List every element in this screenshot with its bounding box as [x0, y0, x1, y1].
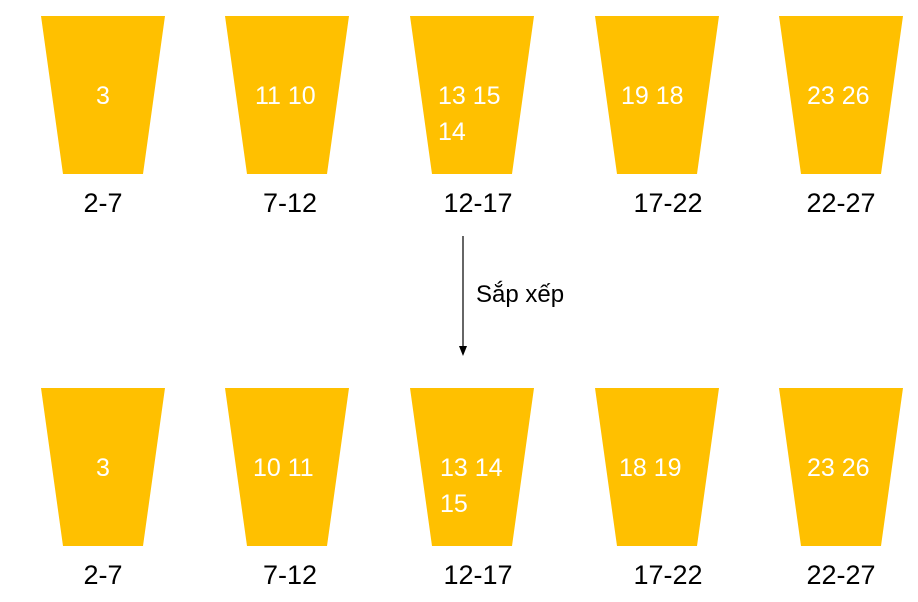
- bucket-shape: [410, 388, 534, 546]
- bucket-line: 23 26: [807, 454, 870, 482]
- bucket-shape: [410, 16, 534, 174]
- bucket-range: 22-27: [806, 188, 876, 218]
- bucket: 10 11: [225, 388, 349, 546]
- bucket-contents: 18 19: [619, 450, 705, 486]
- bucket-shape: [41, 16, 165, 174]
- bucket-line: 15: [440, 490, 468, 518]
- bucket-range: 2-7: [83, 560, 123, 590]
- bucket-range: 12-17: [443, 560, 513, 590]
- bucket: 13 14 15: [410, 388, 534, 546]
- bucket-contents: 13 14 15: [440, 450, 526, 522]
- bucket-line: 19 18: [621, 82, 684, 110]
- bucket-shape: [225, 388, 349, 546]
- bucket-line: 3: [96, 82, 110, 110]
- bucket-range: 12-17: [443, 188, 513, 218]
- bucket: 3: [41, 16, 165, 174]
- bucket-line: 23 26: [807, 82, 870, 110]
- unsorted-buckets-row: 3 2-7 11 10 7-12 13 15 14 12-17 19 18 17…: [0, 0, 918, 230]
- sorted-buckets-row: 3 2-7 10 11 7-12 13 14 15 12-17 18 19 17…: [0, 372, 918, 602]
- bucket-line: 18 19: [619, 454, 682, 482]
- bucket-line: 14: [438, 118, 466, 146]
- bucket-range: 7-12: [262, 188, 318, 218]
- bucket-shape: [41, 388, 165, 546]
- bucket-contents: 23 26: [807, 450, 893, 486]
- bucket-range: 7-12: [262, 560, 318, 590]
- bucket: 13 15 14: [410, 16, 534, 174]
- bucket-range: 17-22: [633, 560, 703, 590]
- sort-arrow-label: Sắp xếp: [476, 281, 565, 308]
- bucket-shape: [595, 388, 719, 546]
- bucket-shape: [779, 388, 903, 546]
- bucket-shape: [225, 16, 349, 174]
- bucket-line: 13 15: [438, 82, 501, 110]
- bucket-contents: 23 26: [807, 78, 893, 114]
- bucket: 3: [41, 388, 165, 546]
- bucket: 11 10: [225, 16, 349, 174]
- bucket-line: 11 10: [255, 82, 316, 110]
- bucket-contents: 19 18: [621, 78, 707, 114]
- bucket: 19 18: [595, 16, 719, 174]
- bucket-contents: 13 15 14: [438, 78, 524, 150]
- bucket-range: 17-22: [633, 188, 703, 218]
- bucket: 23 26: [779, 16, 903, 174]
- bucket-contents: 11 10: [255, 78, 341, 114]
- bucket-line: 10 11: [253, 454, 314, 482]
- bucket-range: 2-7: [83, 188, 123, 218]
- bucket-contents: 3: [61, 78, 145, 114]
- bucket-shape: [779, 16, 903, 174]
- bucket-contents: 3: [61, 450, 145, 486]
- bucket: 23 26: [779, 388, 903, 546]
- bucket: 18 19: [595, 388, 719, 546]
- bucket-range: 22-27: [806, 560, 876, 590]
- bucket-line: 3: [96, 454, 110, 482]
- bucket-shape: [595, 16, 719, 174]
- down-arrow-icon: [459, 236, 467, 356]
- bucket-contents: 10 11: [253, 450, 339, 486]
- bucket-line: 13 14: [440, 454, 503, 482]
